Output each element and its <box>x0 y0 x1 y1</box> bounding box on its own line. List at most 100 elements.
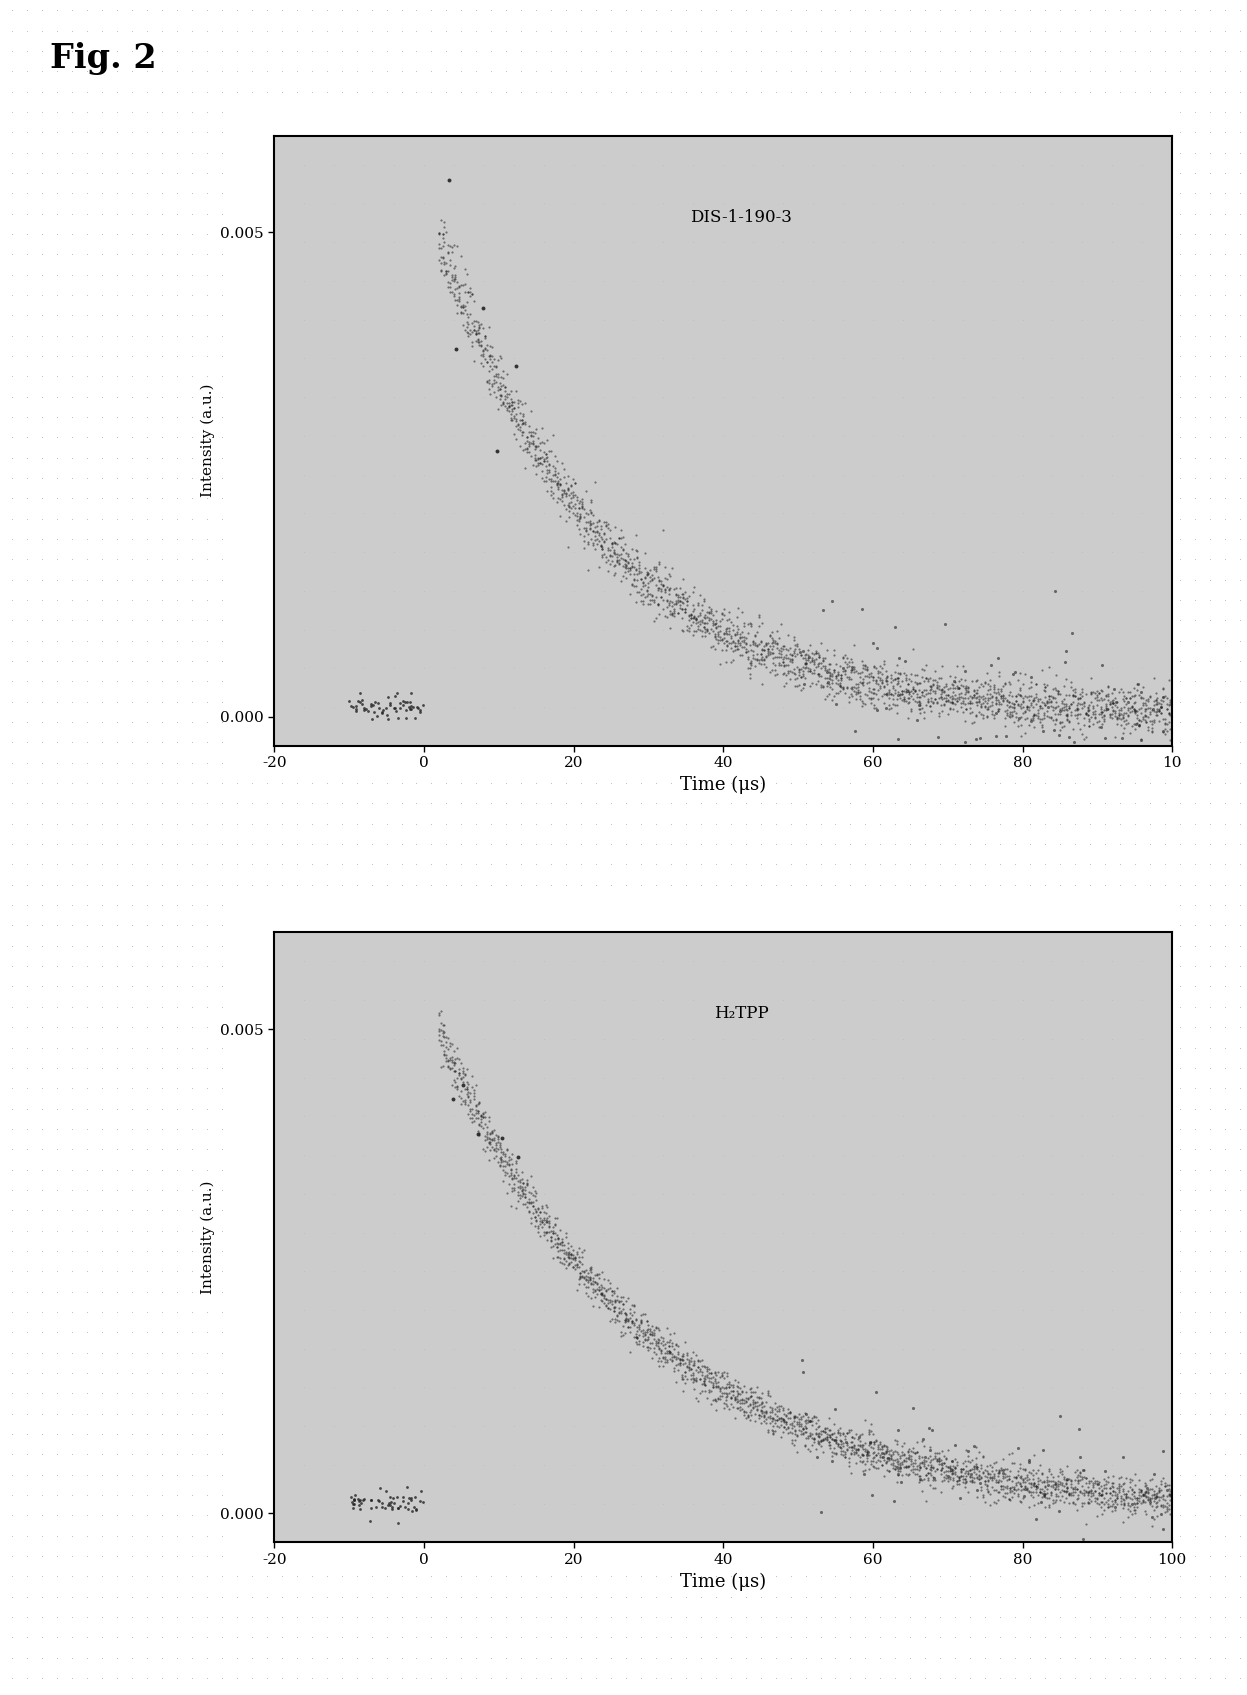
Point <box>32 281 52 308</box>
Point <box>496 444 516 471</box>
Point <box>661 58 681 85</box>
Point <box>945 1176 965 1203</box>
Point <box>616 1400 636 1427</box>
Point <box>1095 1420 1115 1448</box>
Point <box>1054 690 1074 717</box>
Point <box>1035 851 1055 878</box>
Point <box>1110 159 1130 186</box>
Point <box>1215 1400 1235 1427</box>
Point <box>915 1258 935 1285</box>
Point <box>875 693 895 720</box>
Point <box>1155 17 1175 44</box>
Point <box>484 353 504 380</box>
Point <box>564 268 584 295</box>
Point <box>32 1197 52 1224</box>
Point <box>287 546 307 573</box>
Point <box>855 119 875 146</box>
Point <box>1215 281 1235 308</box>
Point <box>616 1481 636 1509</box>
Point <box>362 1115 382 1142</box>
Point <box>885 1481 905 1509</box>
Point <box>631 159 651 186</box>
Point <box>748 603 768 631</box>
Point <box>887 1453 907 1480</box>
Point <box>302 1603 322 1631</box>
Point <box>1200 505 1220 532</box>
Point <box>833 190 853 217</box>
Point <box>294 1025 314 1053</box>
Point <box>716 617 736 644</box>
Point <box>601 1319 621 1346</box>
Point <box>1074 725 1094 753</box>
Point <box>1200 281 1220 308</box>
Point <box>983 307 1003 334</box>
Point <box>670 1349 690 1376</box>
Point <box>481 1258 501 1285</box>
Point <box>421 1258 441 1285</box>
Point <box>1230 58 1247 85</box>
Point <box>466 37 486 64</box>
Point <box>840 1237 860 1264</box>
Point <box>1162 1336 1182 1363</box>
Point <box>1095 1136 1115 1163</box>
Point <box>818 664 838 692</box>
Point <box>465 319 485 346</box>
Point <box>122 159 142 186</box>
Point <box>526 1481 546 1509</box>
Point <box>879 678 899 705</box>
Point <box>925 1475 945 1502</box>
Point <box>1115 1480 1135 1507</box>
Point <box>1050 1522 1070 1549</box>
Point <box>960 1400 980 1427</box>
Point <box>811 627 831 654</box>
Point <box>466 241 486 268</box>
Point <box>944 685 964 712</box>
Point <box>1035 1339 1055 1366</box>
Point <box>670 1346 690 1373</box>
Point <box>721 383 741 410</box>
Point <box>1077 693 1097 720</box>
Point <box>601 1237 621 1264</box>
Point <box>601 1054 621 1081</box>
Point <box>713 654 733 681</box>
Point <box>197 993 217 1020</box>
Point <box>436 1048 456 1075</box>
Point <box>481 1075 501 1102</box>
Point <box>137 1156 157 1183</box>
Point <box>803 1258 823 1285</box>
Point <box>1065 1319 1085 1346</box>
Point <box>227 1075 247 1102</box>
Point <box>812 1425 832 1453</box>
Point <box>481 1054 501 1081</box>
Point <box>990 383 1010 410</box>
Point <box>2 729 22 756</box>
Point <box>829 1434 849 1461</box>
Point <box>736 1398 756 1425</box>
Point <box>1005 383 1025 410</box>
Point <box>708 631 728 658</box>
Point <box>197 403 217 431</box>
Point <box>537 1227 557 1254</box>
Point <box>814 654 834 681</box>
Point <box>107 17 127 44</box>
Point <box>731 629 751 656</box>
Point <box>506 412 526 439</box>
Point <box>1065 464 1085 492</box>
Point <box>1095 1237 1115 1264</box>
Point <box>1011 1471 1031 1498</box>
Point <box>1125 688 1145 715</box>
Point <box>1151 1468 1171 1495</box>
Point <box>635 1322 655 1349</box>
Point <box>980 1459 1000 1487</box>
Point <box>1065 1603 1085 1631</box>
Point <box>849 1444 869 1471</box>
Point <box>863 539 883 566</box>
Point <box>451 1461 471 1488</box>
Point <box>324 654 344 681</box>
Point <box>347 1481 367 1509</box>
Point <box>347 525 367 553</box>
Point <box>1135 1470 1155 1497</box>
Point <box>1140 1522 1160 1549</box>
Point <box>592 536 612 563</box>
Point <box>665 1342 685 1370</box>
